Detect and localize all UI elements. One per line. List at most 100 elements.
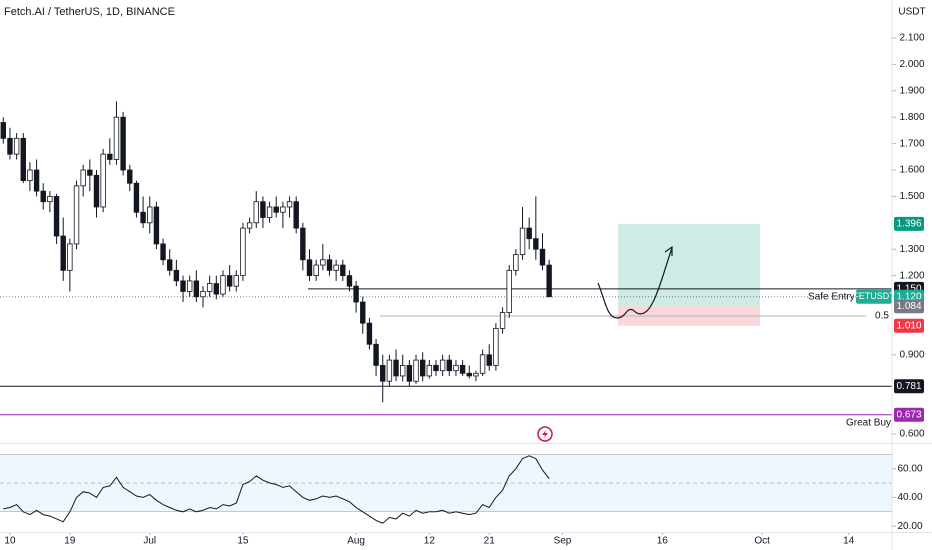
rsi-pane xyxy=(0,454,892,524)
candle-body xyxy=(167,259,173,271)
candle-body xyxy=(260,201,266,218)
candle-body xyxy=(127,169,133,184)
candle-body xyxy=(506,269,512,313)
y-tick-label: 1.800 xyxy=(899,112,924,123)
candle-body xyxy=(546,264,552,298)
axes: 2.100 2.000 1.900 1.800 1.700 1.600 1.500 1.300… xyxy=(4,33,925,547)
candle-body xyxy=(233,275,239,287)
candle-body xyxy=(60,235,66,271)
x-tick-label: 14 xyxy=(843,536,855,547)
x-tick-label: Jul xyxy=(143,536,156,547)
currency: USDT xyxy=(898,7,925,18)
price-label: 1.396 xyxy=(896,219,921,230)
candle-body xyxy=(73,185,80,245)
candle-body xyxy=(180,280,186,292)
candle-body xyxy=(499,312,506,329)
candle-body xyxy=(360,301,366,324)
x-tick-label: 19 xyxy=(64,536,76,547)
candle-body xyxy=(87,169,93,176)
price-label-box xyxy=(894,379,924,394)
y-tick-label: 0.900 xyxy=(899,349,924,360)
candle-body xyxy=(493,328,499,366)
y-tick-label: 0.600 xyxy=(899,429,924,440)
y-tick-label: 1.200 xyxy=(899,270,924,281)
candle-body xyxy=(526,227,532,240)
candle-body xyxy=(533,238,539,250)
candle-body xyxy=(539,248,546,266)
y-tick-label: 1.600 xyxy=(899,165,924,176)
candle-body xyxy=(413,359,419,382)
candle-body xyxy=(400,364,406,377)
candle-body xyxy=(253,201,259,224)
rsi-line xyxy=(3,455,550,524)
candle-body xyxy=(486,354,492,366)
candle-body xyxy=(0,122,6,139)
candle-body xyxy=(306,259,313,277)
take-profit-zone xyxy=(618,223,760,307)
candle-body xyxy=(313,264,319,277)
candle-body xyxy=(226,275,233,287)
y-tick-label: 2.100 xyxy=(899,33,924,44)
candle-body xyxy=(513,254,519,271)
event-icon-glyph xyxy=(542,430,548,438)
y-tick-label: 1.700 xyxy=(899,138,924,149)
candle-body xyxy=(453,364,459,372)
price-label: 0.673 xyxy=(896,409,921,420)
candle-body xyxy=(393,359,399,377)
candle-body xyxy=(107,153,113,160)
candle-body xyxy=(33,169,40,192)
y-tick-label: 2.000 xyxy=(899,59,924,70)
x-tick-label: 10 xyxy=(4,536,16,547)
candle-body xyxy=(246,222,253,229)
candle-body xyxy=(446,359,452,372)
x-tick-label: 16 xyxy=(657,536,669,547)
price-label-box xyxy=(894,318,924,333)
price-label: 0.781 xyxy=(896,381,921,392)
candle-body xyxy=(240,227,246,277)
candle-body xyxy=(426,364,433,377)
candle-body xyxy=(466,372,472,377)
candle-body xyxy=(333,264,339,271)
candle-body xyxy=(433,364,439,372)
candle-body xyxy=(20,137,26,181)
y-tick-label: 1.900 xyxy=(899,85,924,96)
candle-body xyxy=(286,201,293,208)
candle-body xyxy=(293,201,299,229)
annotation: Great Buys xyxy=(846,417,896,428)
candle-body xyxy=(153,206,160,245)
price-label-box xyxy=(894,407,924,422)
candle-body xyxy=(519,227,526,255)
candle-body xyxy=(353,285,359,303)
candle-body xyxy=(140,211,146,224)
candle-body xyxy=(160,243,166,261)
candle-body xyxy=(13,137,20,155)
x-tick-label: Aug xyxy=(347,536,365,547)
candle-body xyxy=(419,359,426,377)
candle-body xyxy=(340,264,346,277)
candle-body xyxy=(200,291,206,298)
candle-body xyxy=(80,169,86,187)
x-tick-label: Sep xyxy=(554,536,572,547)
candle-body xyxy=(386,359,393,382)
candle-body xyxy=(406,364,413,382)
y-tick-label: 1.500 xyxy=(899,191,924,202)
candle-body xyxy=(186,280,193,292)
x-tick-label: 21 xyxy=(484,536,496,547)
candle-body xyxy=(53,196,60,237)
candle-body xyxy=(459,364,466,374)
symbol-tag: FETUSDT xyxy=(853,291,895,301)
x-tick-label: 15 xyxy=(237,536,249,547)
price-label: 1.150 xyxy=(896,283,921,294)
y-tick-label: 1.300 xyxy=(899,244,924,255)
candle-body xyxy=(120,116,126,171)
candle-body xyxy=(373,343,379,366)
symbol-tag-box xyxy=(856,289,892,304)
price-label-box xyxy=(894,299,924,314)
candle-body xyxy=(113,116,120,160)
candle-body xyxy=(147,206,153,224)
candle-body xyxy=(380,364,386,382)
candle-body xyxy=(473,372,479,377)
candle-body xyxy=(100,153,106,208)
